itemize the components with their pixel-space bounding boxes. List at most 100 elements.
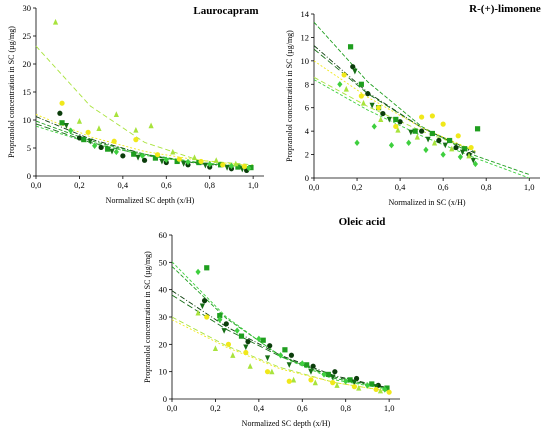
data-point-series-4 bbox=[406, 139, 412, 147]
data-point-series-6 bbox=[308, 377, 314, 383]
data-point-series-1 bbox=[288, 352, 295, 358]
data-point-series-1 bbox=[365, 91, 371, 97]
x-tick-label: 0,0 bbox=[309, 182, 320, 192]
data-point-series-4 bbox=[228, 162, 235, 170]
x-axis-label: Normalized SC depth (x/H) bbox=[106, 196, 195, 205]
data-point-series-1 bbox=[223, 321, 229, 327]
data-point-series-4 bbox=[382, 386, 388, 393]
y-axis-label: Propranolol concentration in SC (µg/mg) bbox=[7, 26, 16, 158]
data-point-series-6 bbox=[241, 163, 248, 170]
data-point-series-1 bbox=[310, 363, 316, 369]
data-point-series-5 bbox=[466, 152, 472, 159]
fit-line-1 bbox=[171, 290, 390, 389]
chart-panel-1: 0,0 0,2 0,4 0,6 0,8 1,0 0 5 10 15 20 25 30 Laurocapra… bbox=[7, 3, 264, 205]
data-point-series-3 bbox=[308, 369, 314, 375]
data-point-series-2 bbox=[393, 116, 399, 123]
y-tick-label: 40 bbox=[159, 285, 168, 295]
data-point-series-1 bbox=[453, 144, 459, 151]
data-point-series-6 bbox=[111, 138, 117, 144]
data-point-series-1 bbox=[120, 153, 126, 159]
y-tick-label: 12 bbox=[301, 32, 310, 42]
data-point-series-3 bbox=[386, 116, 392, 123]
data-point-series-4 bbox=[207, 161, 213, 168]
data-point-series-6 bbox=[243, 349, 249, 356]
data-point-series-5 bbox=[195, 309, 201, 316]
data-point-series-3 bbox=[442, 142, 448, 149]
y-tick-label: 5 bbox=[27, 143, 31, 153]
data-point-series-3 bbox=[87, 138, 93, 145]
data-point-series-3 bbox=[159, 158, 165, 165]
fit-line-4 bbox=[35, 125, 254, 168]
data-point-series-2 bbox=[81, 137, 87, 143]
data-point-series-1 bbox=[57, 110, 63, 116]
data-point-series-5 bbox=[343, 85, 349, 92]
data-point-series-4 bbox=[246, 164, 252, 172]
data-point-series-1 bbox=[397, 119, 403, 125]
data-point-series-2 bbox=[358, 81, 364, 87]
data-point-series-4 bbox=[321, 371, 327, 378]
data-point-series-6 bbox=[220, 162, 226, 168]
data-point-series-5 bbox=[414, 133, 420, 140]
data-point-series-1 bbox=[332, 369, 338, 375]
y-tick-label: 10 bbox=[159, 367, 168, 377]
data-point-series-1 bbox=[141, 157, 148, 163]
x-tick-label: 1,0 bbox=[384, 403, 395, 413]
y-tick-label: 30 bbox=[23, 3, 32, 13]
data-point-series-4 bbox=[371, 123, 377, 130]
fit-line-1 bbox=[313, 45, 476, 154]
data-point-series-6 bbox=[419, 114, 425, 120]
data-point-series-2 bbox=[59, 120, 65, 126]
data-point-series-6 bbox=[373, 386, 379, 393]
data-point-series-6 bbox=[225, 341, 232, 347]
data-point-series-5 bbox=[378, 116, 384, 123]
data-point-series-5 bbox=[377, 387, 384, 394]
data-point-series-2 bbox=[304, 362, 310, 368]
data-point-series-5 bbox=[312, 379, 318, 386]
x-tick-label: 0,8 bbox=[481, 182, 492, 192]
x-tick-label: 0,2 bbox=[352, 182, 363, 192]
data-point-series-5 bbox=[76, 118, 83, 124]
x-tick-label: 0,8 bbox=[340, 403, 351, 413]
data-point-series-4 bbox=[388, 142, 395, 149]
x-axis-label: Normalized SC depth (x/H) bbox=[242, 419, 331, 428]
fit-line-6 bbox=[313, 60, 476, 152]
data-point-series-4 bbox=[217, 316, 223, 323]
x-tick-label: 0,2 bbox=[210, 403, 221, 413]
y-tick-label: 25 bbox=[23, 31, 32, 41]
data-point-series-1 bbox=[436, 137, 442, 144]
data-point-series-6 bbox=[204, 314, 210, 320]
data-point-series-5 bbox=[449, 145, 455, 152]
data-point-series-2 bbox=[474, 126, 481, 132]
y-tick-label: 14 bbox=[301, 9, 310, 19]
data-point-series-2 bbox=[384, 385, 390, 391]
data-point-series-4 bbox=[423, 146, 429, 154]
data-point-series-4 bbox=[364, 382, 371, 389]
data-point-series-5 bbox=[360, 99, 367, 106]
data-point-series-6 bbox=[386, 389, 392, 395]
fit-line-4 bbox=[171, 261, 390, 390]
data-point-series-5 bbox=[431, 139, 438, 146]
y-tick-label: 10 bbox=[301, 56, 310, 66]
x-tick-label: 0,0 bbox=[167, 403, 178, 413]
x-tick-label: 0,8 bbox=[204, 180, 215, 190]
x-tick-label: 0,2 bbox=[74, 180, 85, 190]
data-point-series-3 bbox=[63, 123, 69, 129]
data-point-series-6 bbox=[176, 156, 182, 162]
x-tick-label: 0,4 bbox=[395, 182, 406, 192]
fit-line-4 bbox=[313, 79, 530, 179]
data-point-series-3 bbox=[286, 362, 292, 368]
data-point-series-4 bbox=[185, 158, 191, 166]
y-tick-label: 60 bbox=[159, 230, 168, 240]
data-point-series-6 bbox=[440, 121, 446, 127]
data-point-series-6 bbox=[455, 133, 461, 139]
data-point-series-6 bbox=[393, 123, 399, 130]
y-tick-label: 10 bbox=[23, 115, 32, 125]
data-point-series-2 bbox=[347, 44, 354, 50]
data-point-series-6 bbox=[133, 137, 139, 143]
chart-panel-3: 0,0 0,2 0,4 0,6 0,8 1,0 0 10 20 30 40 50 60 Oleic aci… bbox=[143, 216, 400, 428]
data-point-series-5 bbox=[191, 154, 198, 161]
data-point-series-4 bbox=[440, 151, 446, 158]
data-point-series-3 bbox=[181, 161, 187, 167]
data-point-series-3 bbox=[264, 355, 271, 362]
data-point-series-6 bbox=[375, 105, 382, 111]
